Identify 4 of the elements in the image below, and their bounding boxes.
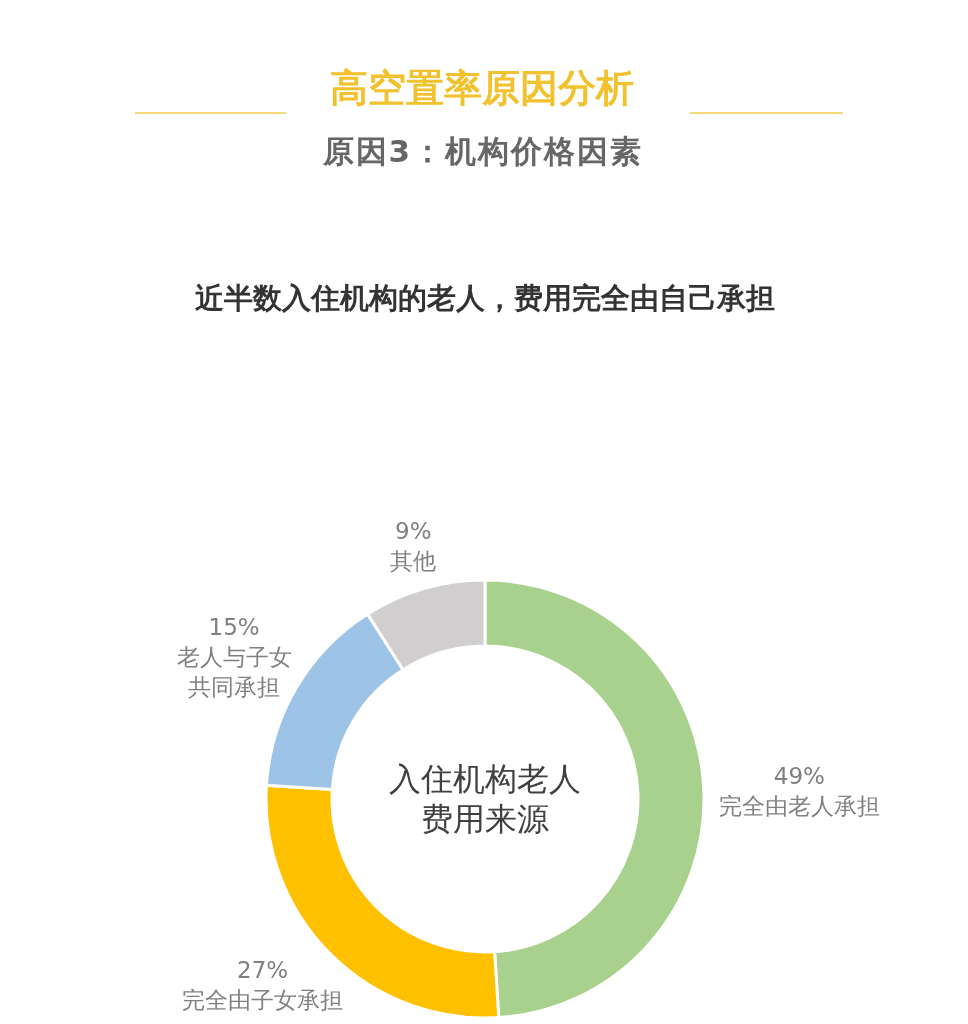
annotation: 近半数入住机构的老人，费用完全由自己承担 xyxy=(195,280,775,316)
annotation: 入住机构老人费用来源 xyxy=(388,759,582,839)
title: 高空置率原因分析 xyxy=(330,65,634,112)
subtitle: 原因3：机构价格因素 xyxy=(322,131,644,171)
